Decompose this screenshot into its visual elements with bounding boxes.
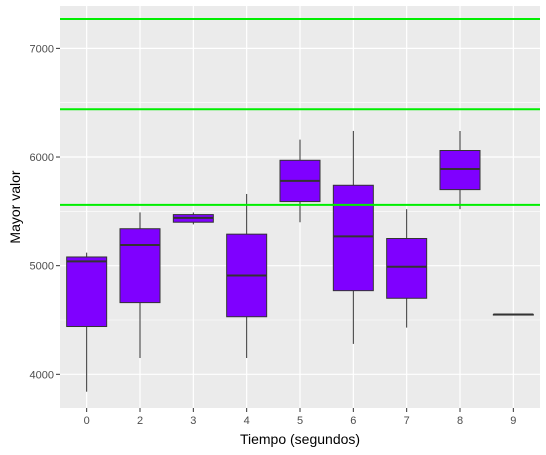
box-body (386, 238, 428, 299)
y-tick-label: 4000 (30, 369, 54, 381)
x-tick-label: 4 (244, 415, 250, 427)
y-tick-label: 5000 (30, 261, 54, 273)
y-axis-title: Mayor valor (7, 170, 23, 243)
x-tick-label: 6 (350, 415, 356, 427)
box-9 (492, 313, 534, 316)
box-8 (439, 130, 481, 210)
x-tick-label: 5 (297, 415, 303, 427)
box-6 (332, 130, 374, 344)
x-tick-label: 3 (190, 415, 196, 427)
box-4 (226, 193, 268, 359)
y-axis: 4000 5000 6000 7000 (30, 43, 60, 381)
x-tick-label: 0 (84, 415, 90, 427)
x-axis: 0 2 3 4 5 6 7 8 9 (84, 408, 516, 427)
box-body (439, 150, 481, 191)
box-0 (66, 252, 108, 392)
boxes (66, 130, 534, 392)
box-7 (386, 209, 428, 328)
x-tick-label: 9 (510, 415, 516, 427)
x-tick-label: 2 (137, 415, 143, 427)
box-2 (119, 212, 161, 359)
x-tick-label: 8 (457, 415, 463, 427)
x-axis-title: Tiempo (segundos) (240, 431, 360, 447)
box-body (332, 184, 374, 292)
box-body (66, 256, 108, 328)
y-tick-label: 6000 (30, 152, 54, 164)
box-3 (172, 212, 214, 225)
y-tick-label: 7000 (30, 43, 54, 55)
x-tick-label: 7 (404, 415, 410, 427)
box-body (119, 228, 161, 304)
reference-lines (60, 18, 540, 206)
